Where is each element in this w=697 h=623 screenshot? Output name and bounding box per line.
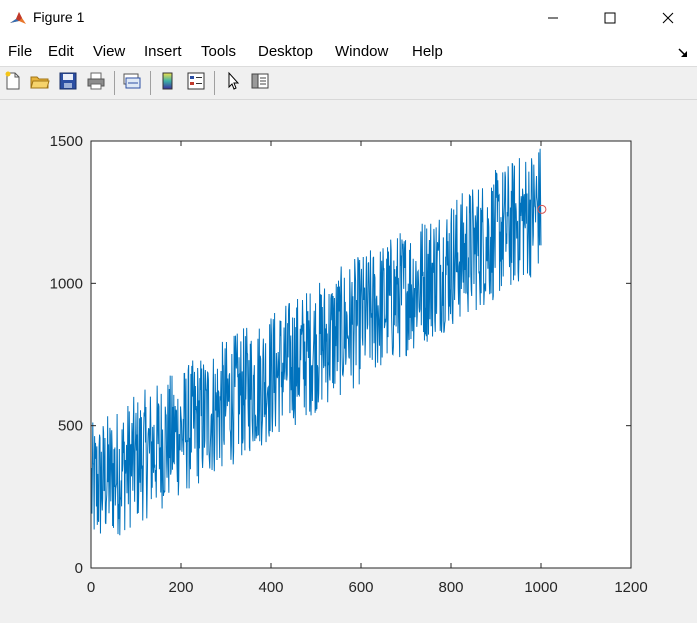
toolbar-separator <box>214 71 215 95</box>
new-figure-icon <box>3 71 23 95</box>
link-plot-button[interactable] <box>121 72 143 94</box>
data-point-marker[interactable] <box>537 204 547 214</box>
print-figure-icon <box>86 71 106 95</box>
x-tick-label: 400 <box>258 579 283 596</box>
menu-view[interactable]: View <box>93 43 126 60</box>
matlab-logo-icon <box>8 8 28 28</box>
edit-plot-arrow-icon <box>223 71 243 95</box>
chart-axes[interactable]: 0 200 400 600 800 1000 1200 0 500 1000 1500 <box>0 100 697 623</box>
open-file-button[interactable] <box>29 72 51 94</box>
x-tick-label: 1000 <box>524 579 557 596</box>
series-line <box>90 148 542 536</box>
toolbar-separator <box>114 71 115 95</box>
menu-insert[interactable]: Insert <box>144 43 182 60</box>
menu-edit[interactable]: Edit <box>48 43 74 60</box>
title-bar: Figure 1 <box>0 0 697 36</box>
menu-file[interactable]: File <box>8 43 33 60</box>
menu-help[interactable]: Help <box>412 43 443 60</box>
insert-legend-icon <box>186 71 206 95</box>
show-plot-tools-button[interactable] <box>249 72 271 94</box>
maximize-icon <box>604 9 616 28</box>
print-figure-button[interactable] <box>85 72 107 94</box>
maximize-button[interactable] <box>587 0 633 36</box>
show-plot-tools-icon <box>250 71 270 95</box>
close-button[interactable] <box>645 0 691 36</box>
axes-background <box>91 141 631 568</box>
y-tick-label: 0 <box>75 560 83 577</box>
x-tick-label: 600 <box>348 579 373 596</box>
minimize-icon <box>547 9 559 28</box>
menu-desktop[interactable]: Desktop <box>258 43 314 60</box>
new-figure-button[interactable] <box>2 71 24 95</box>
close-icon <box>662 9 674 28</box>
menu-window[interactable]: Window <box>335 43 389 60</box>
dock-arrow-icon[interactable] <box>677 44 689 57</box>
minimize-button[interactable] <box>530 0 576 36</box>
x-tick-label: 0 <box>87 579 95 596</box>
toolbar-separator <box>150 71 151 95</box>
insert-colorbar-button[interactable] <box>157 72 179 94</box>
window-title: Figure 1 <box>33 9 85 25</box>
link-plot-icon <box>122 71 142 95</box>
insert-colorbar-icon <box>158 71 178 95</box>
edit-plot-button[interactable] <box>222 71 244 95</box>
save-figure-icon <box>58 71 78 95</box>
x-tick-label: 200 <box>168 579 193 596</box>
figure-toolbar <box>0 67 697 100</box>
y-tick-label: 1000 <box>50 275 83 292</box>
y-tick-label: 500 <box>58 418 83 435</box>
y-tick-label: 1500 <box>50 133 83 150</box>
insert-legend-button[interactable] <box>185 72 207 94</box>
save-figure-button[interactable] <box>57 72 79 94</box>
x-tick-label: 800 <box>438 579 463 596</box>
x-tick-label: 1200 <box>614 579 647 596</box>
open-file-icon <box>30 71 50 95</box>
menu-bar: File Edit View Insert Tools Desktop Wind… <box>0 36 697 67</box>
menu-tools[interactable]: Tools <box>201 43 237 60</box>
